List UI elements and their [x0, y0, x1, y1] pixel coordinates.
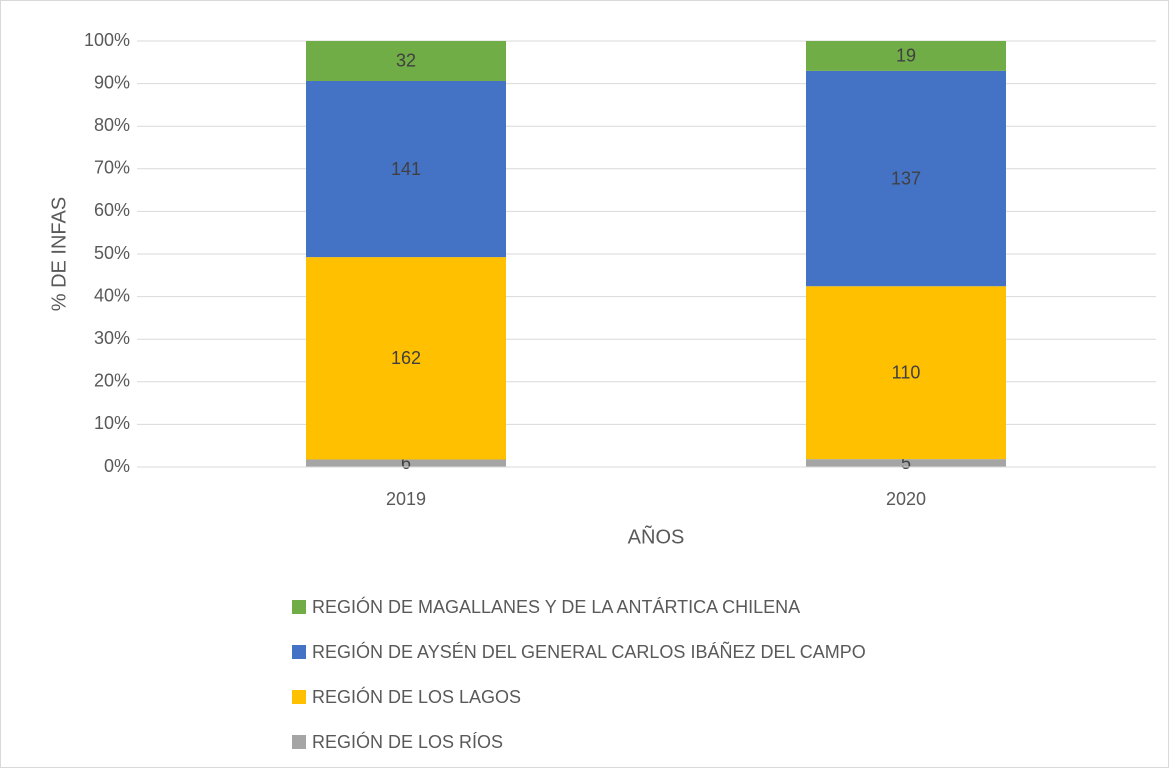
y-tick-label: 0%: [104, 456, 130, 476]
legend-label: REGIÓN DE LOS LAGOS: [312, 686, 521, 707]
y-tick-label: 20%: [94, 371, 130, 391]
y-tick-label: 40%: [94, 285, 130, 305]
data-label: 6: [401, 453, 411, 473]
bar-segment: [806, 459, 1006, 467]
data-label: 19: [896, 46, 916, 66]
data-label: 137: [891, 168, 921, 188]
y-tick-label: 70%: [94, 158, 130, 178]
legend-label: REGIÓN DE MAGALLANES Y DE LA ANTÁRTICA C…: [312, 596, 800, 617]
y-tick-label: 30%: [94, 328, 130, 348]
y-tick-label: 50%: [94, 243, 130, 263]
legend-swatch: [292, 600, 306, 614]
legend-swatch: [292, 690, 306, 704]
bar-segment: [806, 41, 1006, 71]
legend-label: REGIÓN DE LOS RÍOS: [312, 731, 503, 752]
data-label: 110: [892, 362, 921, 382]
y-tick-label: 80%: [94, 115, 130, 135]
legend-swatch: [292, 735, 306, 749]
data-label: 5: [901, 453, 911, 473]
legend-swatch: [292, 645, 306, 659]
bar-segment: [306, 41, 506, 81]
data-label: 141: [391, 159, 421, 179]
legend-label: REGIÓN DE AYSÉN DEL GENERAL CARLOS IBÁÑE…: [312, 641, 866, 662]
y-tick-label: 10%: [94, 413, 130, 433]
y-tick-label: 60%: [94, 200, 130, 220]
x-axis-title: AÑOS: [628, 524, 685, 548]
bar-segment: [306, 80, 506, 258]
bar-segment: [806, 286, 1006, 460]
x-tick-label: 2019: [386, 489, 426, 509]
y-tick-label: 90%: [94, 72, 130, 92]
bar-segment: [306, 257, 506, 460]
bar-segment: [306, 459, 506, 467]
bar-segment: [806, 70, 1006, 287]
data-label: 32: [396, 51, 416, 71]
data-label: 162: [391, 348, 421, 368]
y-tick-label: 100%: [84, 30, 130, 50]
y-axis-title: % DE INFAS: [48, 197, 70, 311]
x-tick-label: 2020: [886, 489, 926, 509]
